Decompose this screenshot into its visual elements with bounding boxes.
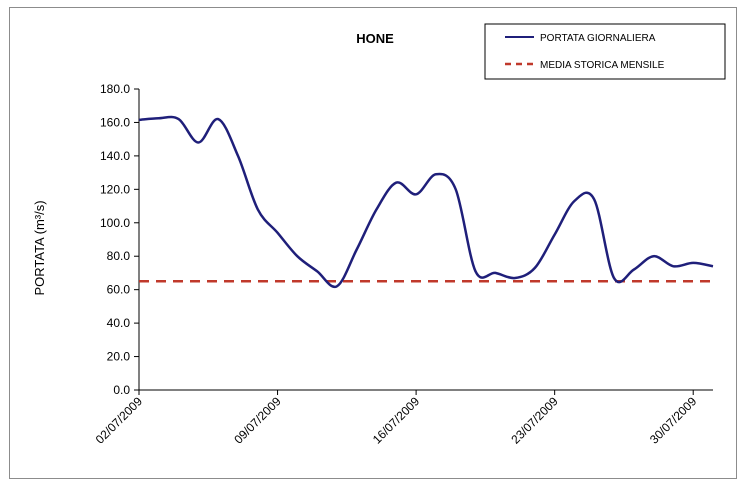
x-tick-label: 16/07/2009 <box>370 394 423 447</box>
legend-label-average: MEDIA STORICA MENSILE <box>540 60 665 71</box>
y-tick-label: 120.0 <box>100 182 130 196</box>
y-tick-label: 100.0 <box>100 216 130 230</box>
y-axis-label: PORTATA (m³/s) <box>32 200 47 295</box>
legend: PORTATA GIORNALIERA MEDIA STORICA MENSIL… <box>484 23 726 80</box>
y-tick-label: 80.0 <box>107 249 131 263</box>
y-tick-label: 40.0 <box>107 316 131 330</box>
chart-canvas: HONE PORTATA GIORNALIERA MEDIA STORICA M… <box>32 23 726 447</box>
y-tick-label: 20.0 <box>107 350 131 364</box>
y-tick-label: 140.0 <box>100 149 130 163</box>
y-tick-label: 180.0 <box>100 82 130 96</box>
y-axis-ticks: 0.0 20.0 40.0 60.0 80.0 100.0 120.0 140.0 160.0 1… <box>100 82 139 397</box>
series-line-daily <box>138 115 714 289</box>
x-axis-ticks: 02/07/2009 09/07/2009 16/07/2009 23/07/2009… <box>93 390 700 447</box>
legend-label-daily: PORTATA GIORNALIERA <box>540 33 656 44</box>
x-tick-label: 23/07/2009 <box>508 394 561 447</box>
chart-title: HONE <box>356 31 394 46</box>
x-tick-label: 02/07/2009 <box>93 394 146 447</box>
y-tick-label: 60.0 <box>107 283 131 297</box>
legend-box <box>484 23 726 80</box>
x-tick-label: 09/07/2009 <box>231 394 284 447</box>
y-tick-label: 0.0 <box>113 383 130 397</box>
chart-frame: HONE PORTATA GIORNALIERA MEDIA STORICA M… <box>9 7 737 479</box>
x-tick-label: 30/07/2009 <box>647 394 700 447</box>
y-tick-label: 160.0 <box>100 115 130 129</box>
